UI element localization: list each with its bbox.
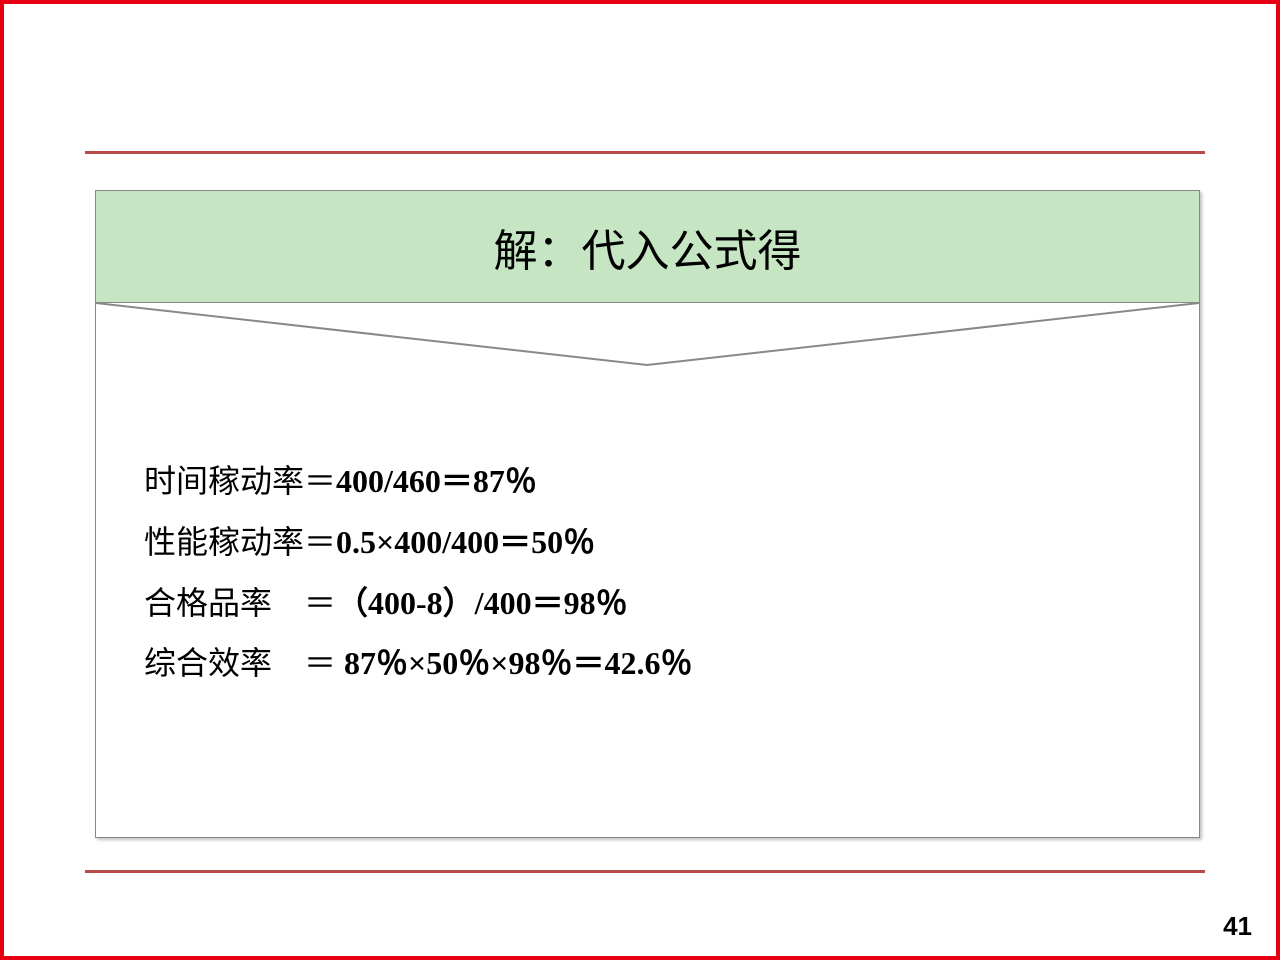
formula-line-2: 性能稼动率＝0.5×400/400＝50％ (144, 512, 1151, 573)
formula-1-value: 400/460＝87％ (336, 463, 537, 499)
chevron-divider-icon (96, 303, 1199, 367)
formula-line-4: 综合效率 ＝ 87％×50％×98％＝42.6％ (144, 633, 1151, 694)
formula-line-1: 时间稼动率＝400/460＝87％ (144, 451, 1151, 512)
formula-line-3: 合格品率 ＝（400-8）/400＝98％ (144, 573, 1151, 634)
formula-2-label: 性能稼动率＝ (144, 524, 336, 560)
formula-block: 时间稼动率＝400/460＝87％ 性能稼动率＝0.5×400/400＝50％ … (144, 451, 1151, 694)
panel-header: 解：代入公式得 (96, 191, 1199, 303)
formula-1-label: 时间稼动率＝ (144, 463, 336, 499)
formula-3-label: 合格品率 ＝ (144, 585, 336, 621)
formula-4-label: 综合效率 ＝ (144, 645, 344, 681)
formula-2-value: 0.5×400/400＝50％ (336, 524, 595, 560)
page-number: 41 (1223, 911, 1252, 942)
bottom-divider-rule (85, 870, 1205, 873)
formula-4-value: 87％×50％×98％＝42.6％ (344, 645, 692, 681)
top-divider-rule (85, 151, 1205, 154)
formula-3-value: （400-8）/400＝98％ (336, 585, 628, 621)
content-panel: 解：代入公式得 时间稼动率＝400/460＝87％ 性能稼动率＝0.5×400/… (95, 190, 1200, 838)
panel-title: 解：代入公式得 (494, 215, 802, 279)
